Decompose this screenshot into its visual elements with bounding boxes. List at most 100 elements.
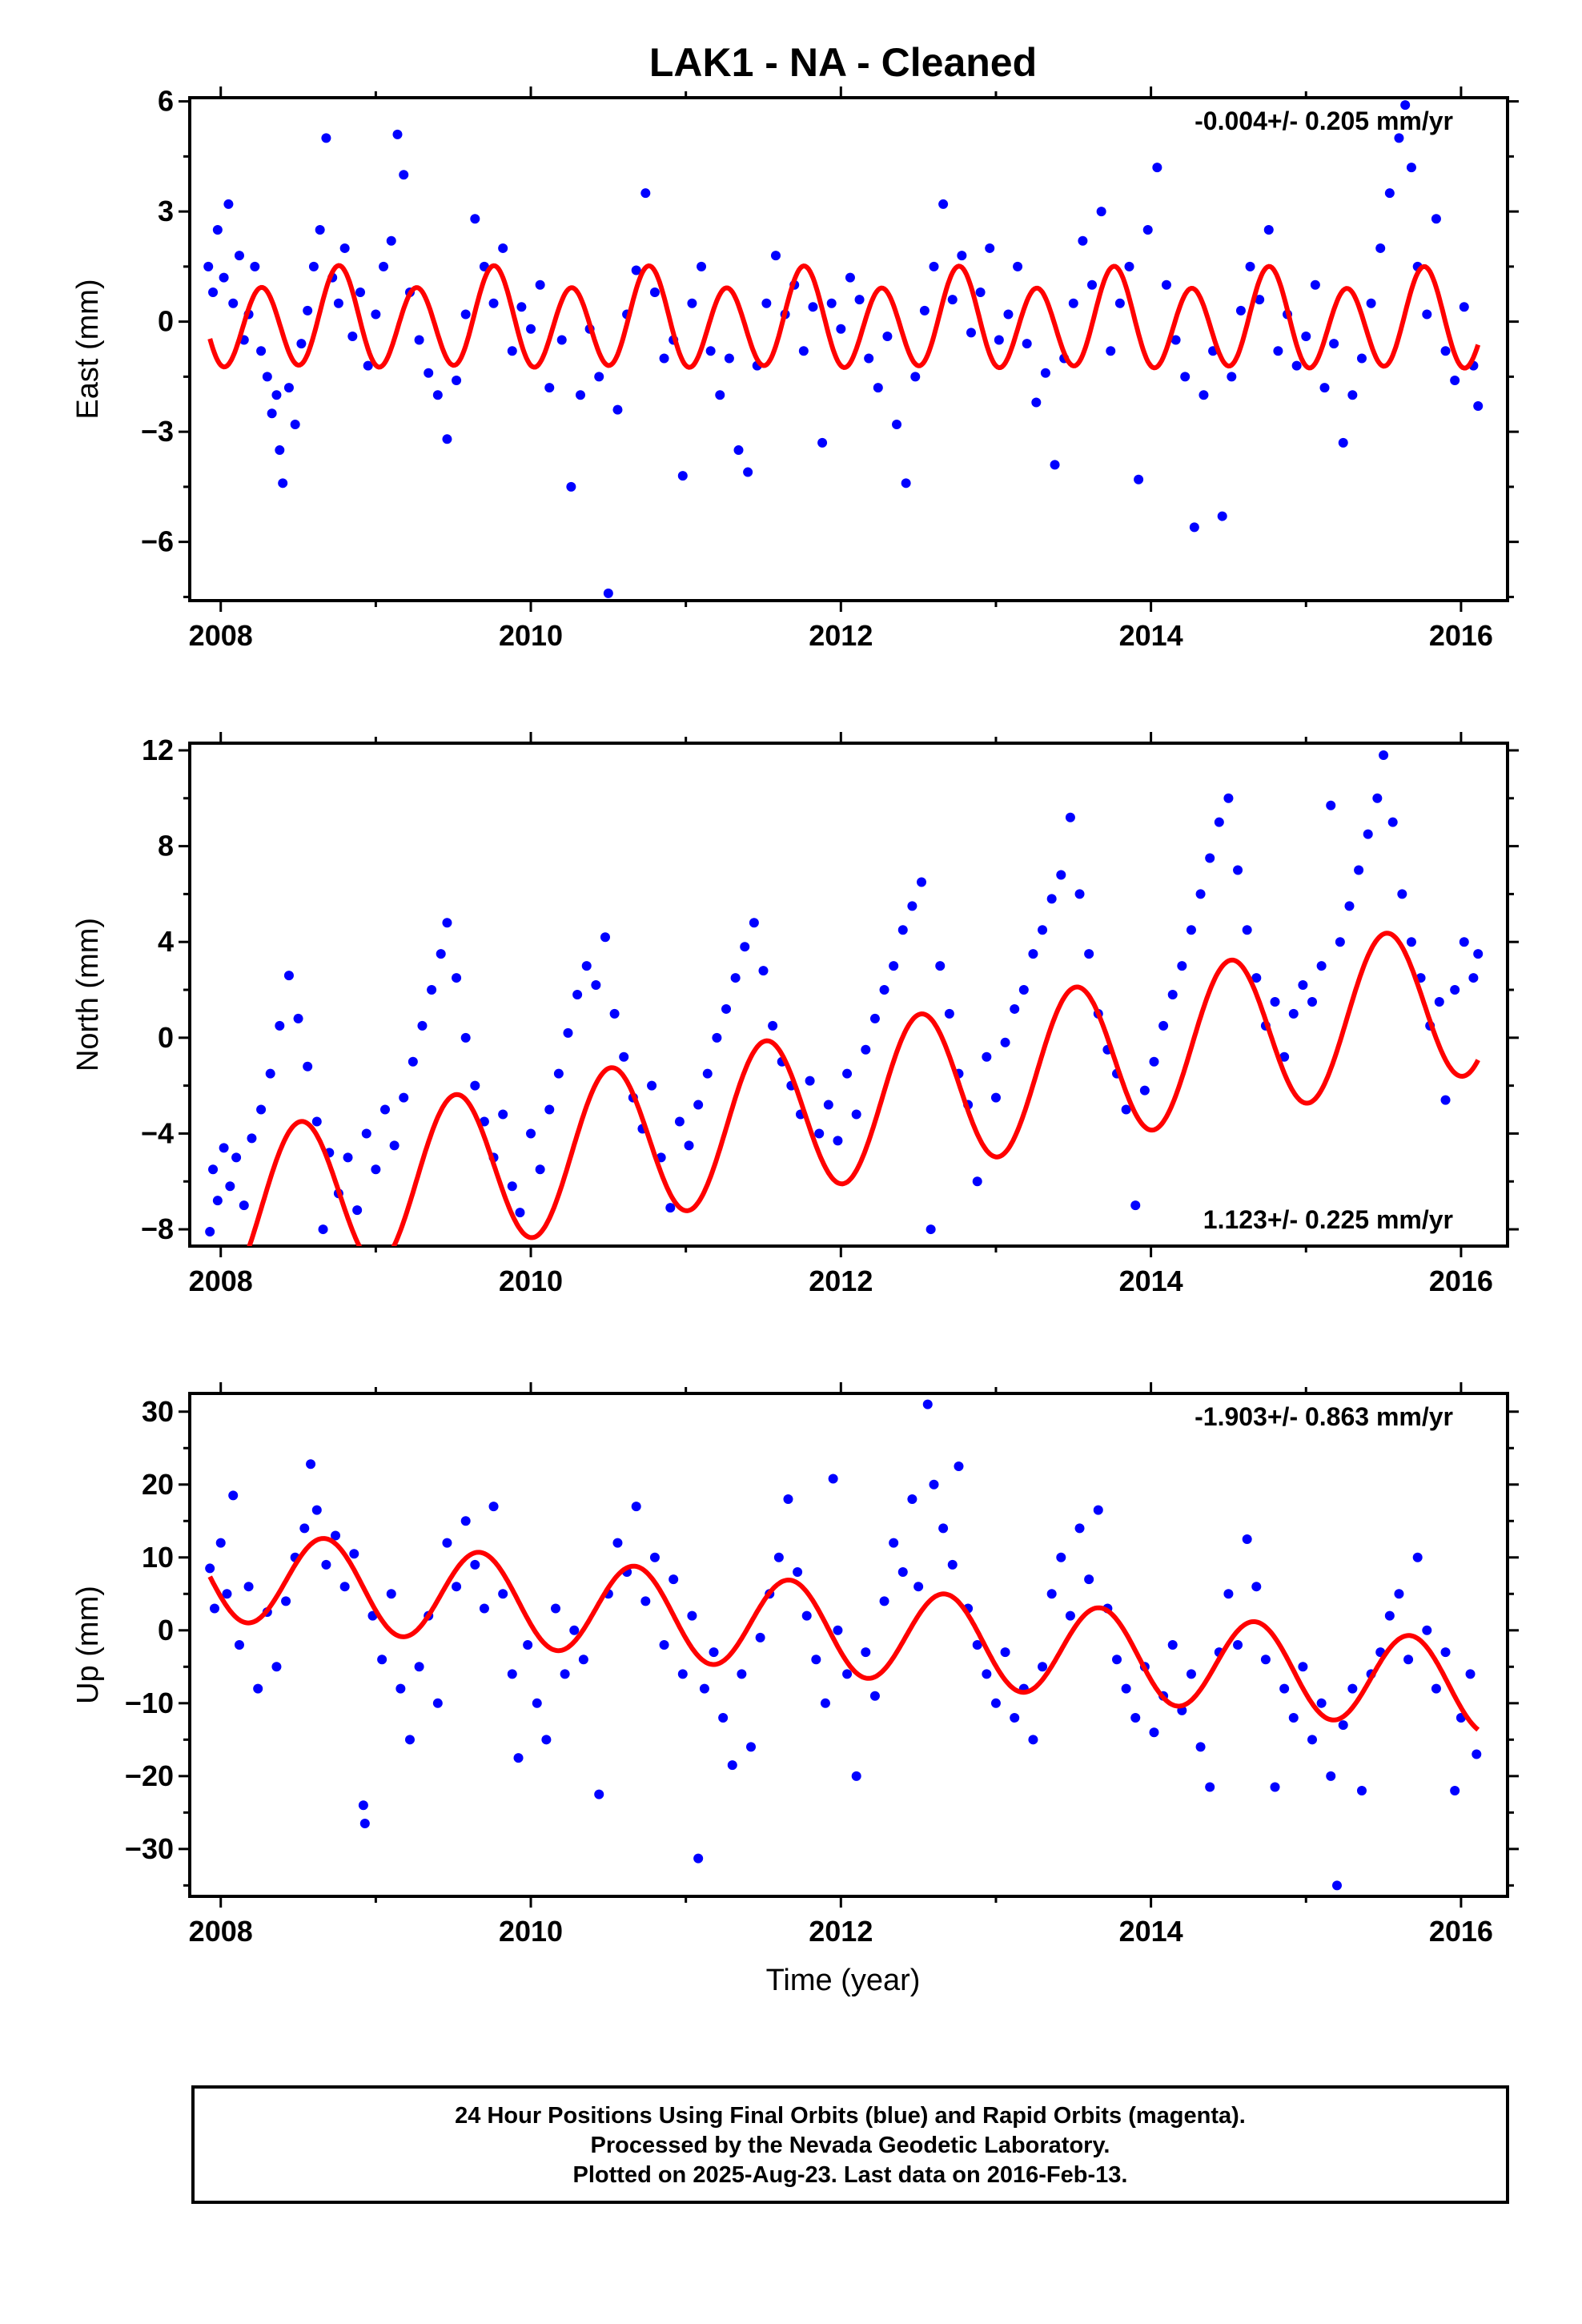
data-point (833, 1136, 843, 1146)
data-point (687, 1610, 697, 1621)
data-point (283, 383, 294, 393)
data-point (347, 331, 358, 341)
x-tick-label: 2010 (499, 1915, 563, 1948)
caption-line-3: Plotted on 2025-Aug-23. Last data on 201… (572, 2162, 1128, 2188)
data-point (311, 1505, 322, 1515)
data-point (303, 1061, 313, 1072)
data-point (808, 302, 818, 312)
data-point (209, 1603, 219, 1614)
data-point (833, 1625, 843, 1635)
data-point (1078, 235, 1088, 246)
data-point (1149, 1727, 1159, 1738)
data-point (560, 1669, 570, 1679)
data-point (318, 1224, 328, 1235)
data-point (379, 261, 389, 271)
data-point (947, 295, 958, 305)
data-point (749, 918, 759, 928)
y-tick-label: 0 (158, 305, 174, 338)
data-point (854, 295, 865, 305)
data-point (1307, 996, 1318, 1007)
data-point (897, 925, 908, 935)
data-point (929, 261, 939, 271)
data-point (864, 353, 874, 364)
data-point (1354, 865, 1364, 875)
data-point (452, 375, 462, 385)
data-point (631, 265, 641, 275)
data-point (442, 434, 452, 444)
data-point (594, 1789, 604, 1799)
data-point (303, 305, 313, 316)
x-tick-label: 2016 (1429, 1915, 1493, 1948)
data-point (442, 918, 452, 928)
data-point (879, 985, 889, 995)
x-tick-label: 2014 (1119, 1915, 1183, 1948)
data-point (1260, 1655, 1271, 1665)
data-point (275, 445, 285, 456)
data-point (359, 1818, 370, 1828)
caption-box: 24 Hour Positions Using Final Orbits (bl… (191, 2085, 1509, 2204)
data-point (281, 1596, 291, 1606)
y-tick-label: 20 (142, 1468, 174, 1501)
data-point (702, 1068, 713, 1079)
data-point (1189, 522, 1199, 533)
data-point (1279, 1683, 1290, 1694)
panel-1: 2008 2010 2012 2014 2016 6 3 0 −3 −6 East (mm) -0.0… (71, 85, 1519, 652)
y-tick-label: −3 (141, 415, 174, 448)
data-point (1233, 1640, 1243, 1650)
data-points (205, 1399, 1482, 1891)
x-tick-label: 2010 (499, 1265, 563, 1297)
data-point (1431, 214, 1441, 224)
data-point (1384, 1610, 1395, 1621)
data-point (889, 1538, 899, 1548)
data-point (1186, 925, 1196, 935)
data-point (212, 225, 223, 235)
data-point (231, 1152, 242, 1163)
data-point (1412, 1552, 1423, 1562)
data-point (693, 1853, 704, 1864)
data-point (379, 1104, 390, 1115)
data-point (470, 1559, 480, 1570)
data-point (498, 1109, 508, 1120)
data-point (1242, 925, 1252, 935)
data-point (1018, 985, 1029, 995)
rate-label: 1.123+/- 0.225 mm/yr (1203, 1205, 1453, 1234)
data-point (208, 287, 219, 297)
data-point (1227, 372, 1237, 382)
data-point (1422, 309, 1432, 320)
data-point (1096, 207, 1106, 217)
data-point (659, 1640, 669, 1650)
data-point (897, 1566, 908, 1577)
data-point (352, 1205, 363, 1216)
data-point (1242, 1534, 1252, 1545)
data-point (404, 1735, 415, 1745)
data-point (1450, 375, 1460, 385)
data-point (1195, 889, 1206, 899)
data-point (944, 1008, 954, 1019)
data-point (1344, 901, 1355, 911)
data-point (212, 1196, 223, 1206)
data-point (256, 1104, 267, 1115)
data-point (674, 1116, 685, 1127)
data-point (957, 251, 967, 261)
data-point (1331, 1880, 1342, 1891)
data-point (746, 1742, 757, 1752)
data-point (1038, 925, 1048, 935)
data-point (1298, 980, 1308, 991)
x-axis-label: Time (year) (766, 1964, 921, 1997)
data-point (1394, 1589, 1404, 1599)
x-tick-label: 2014 (1119, 1265, 1183, 1297)
data-point (975, 287, 986, 297)
data-point (1149, 1056, 1159, 1067)
data-point (985, 243, 995, 253)
data-point (234, 251, 244, 261)
data-point (432, 1698, 443, 1708)
data-point (1046, 894, 1057, 904)
data-point (515, 1208, 525, 1218)
data-point (377, 1655, 387, 1665)
data-point (1403, 1655, 1414, 1665)
data-point (1068, 298, 1078, 308)
data-point (223, 199, 234, 209)
data-point (396, 1683, 406, 1694)
data-point (922, 1399, 933, 1409)
